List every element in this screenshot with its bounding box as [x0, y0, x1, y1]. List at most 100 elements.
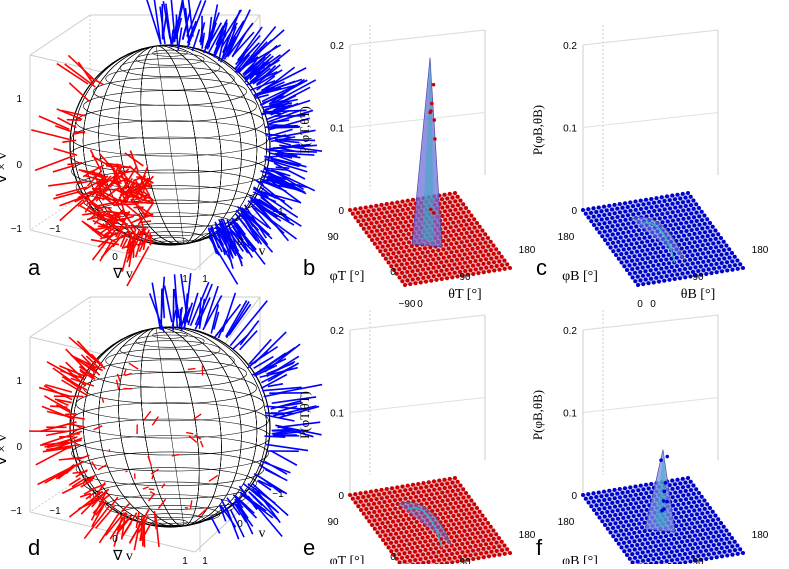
sample-point: [714, 539, 718, 543]
sample-point: [682, 234, 686, 238]
sample-point: [677, 528, 681, 532]
sample-point: [666, 219, 670, 223]
sample-point: [707, 544, 711, 548]
sample-point: [678, 481, 682, 485]
sample-point: [608, 522, 612, 526]
sample-point: [606, 233, 610, 237]
sample-point: [700, 511, 704, 515]
sample-point: [474, 259, 478, 263]
panel-letter: f: [536, 535, 543, 560]
sample-point: [683, 544, 687, 548]
sample-point: [430, 484, 434, 488]
sample-point: [407, 534, 411, 538]
sample-point: [630, 527, 634, 531]
sample-point: [389, 239, 393, 243]
sample-point: [503, 544, 507, 548]
sample-point: [451, 506, 455, 510]
sample-point: [404, 522, 408, 526]
sample-point: [711, 225, 715, 229]
sample-point: [703, 214, 707, 218]
sample-point: [634, 501, 638, 505]
sample-point: [421, 536, 425, 540]
sample-point: [671, 210, 675, 214]
sample-point: [492, 537, 496, 541]
sample-point: [611, 249, 615, 253]
sample-point: [725, 554, 729, 558]
sample-point: [613, 211, 617, 215]
sample-point: [639, 207, 643, 211]
sample-point: [471, 255, 475, 259]
sample-point: [662, 499, 666, 503]
sample-point: [452, 237, 456, 241]
sample-point: [467, 495, 471, 499]
sample-point: [681, 272, 685, 276]
sample-point: [598, 516, 602, 520]
sample-point: [621, 508, 625, 512]
sample-point: [651, 255, 655, 259]
sample-point: [625, 545, 629, 549]
sample-point: [637, 522, 641, 526]
sample-point: [417, 490, 421, 494]
sample-point: [468, 537, 472, 541]
sample-point: [439, 252, 443, 256]
sample-point: [686, 199, 690, 203]
sample-point: [414, 495, 418, 499]
sample-point: [380, 228, 384, 232]
sample-point: [647, 495, 651, 499]
sample-point: [399, 531, 403, 535]
sample-point: [688, 249, 692, 253]
sample-point: [486, 244, 490, 248]
sample-point: [445, 268, 449, 272]
sample-point: [484, 542, 488, 546]
sample-point: [408, 559, 412, 563]
sample-point: [470, 499, 474, 503]
sample-point: [434, 261, 438, 265]
sample-point: [693, 232, 697, 236]
sample-point: [406, 215, 410, 219]
sample-point: [654, 251, 658, 255]
sample-point: [608, 220, 612, 224]
sample-point: [671, 219, 675, 223]
sample-point: [714, 522, 718, 526]
sample-point: [651, 532, 655, 536]
sample-point: [411, 278, 415, 282]
x-tick: 180: [558, 517, 575, 528]
x-tick: 0: [390, 267, 396, 278]
sample-point: [690, 522, 694, 526]
sample-point: [730, 544, 734, 548]
sample-point: [628, 548, 632, 552]
sample-point: [478, 526, 482, 530]
t-vector: [144, 515, 145, 547]
sample-point: [448, 557, 452, 561]
sample-point: [621, 223, 625, 227]
y-tick: 180: [752, 530, 769, 541]
sample-point: [607, 489, 611, 493]
sample-point: [405, 245, 409, 249]
sample-point: [413, 541, 417, 545]
sample-point: [458, 538, 462, 542]
sample-point: [631, 497, 635, 501]
sample-point: [624, 503, 628, 507]
sample-point: [433, 118, 437, 122]
sample-point: [691, 538, 695, 542]
sample-point: [466, 549, 470, 553]
sample-point: [403, 266, 407, 270]
sample-point: [505, 262, 509, 266]
sample-point: [393, 498, 397, 502]
sample-point: [608, 497, 612, 501]
sample-point: [644, 269, 648, 273]
sample-point: [455, 241, 459, 245]
sample-point: [445, 260, 449, 264]
sample-point: [649, 545, 653, 549]
sample-point: [635, 518, 639, 522]
sample-point: [494, 247, 498, 251]
sample-point: [621, 231, 625, 235]
sample-point: [414, 487, 418, 491]
sample-point: [626, 205, 630, 209]
sample-point: [645, 240, 649, 244]
sample-point: [657, 548, 661, 552]
sample-point: [467, 226, 471, 230]
sample-point: [396, 519, 400, 523]
sample-point: [431, 534, 435, 538]
sample-point: [645, 508, 649, 512]
